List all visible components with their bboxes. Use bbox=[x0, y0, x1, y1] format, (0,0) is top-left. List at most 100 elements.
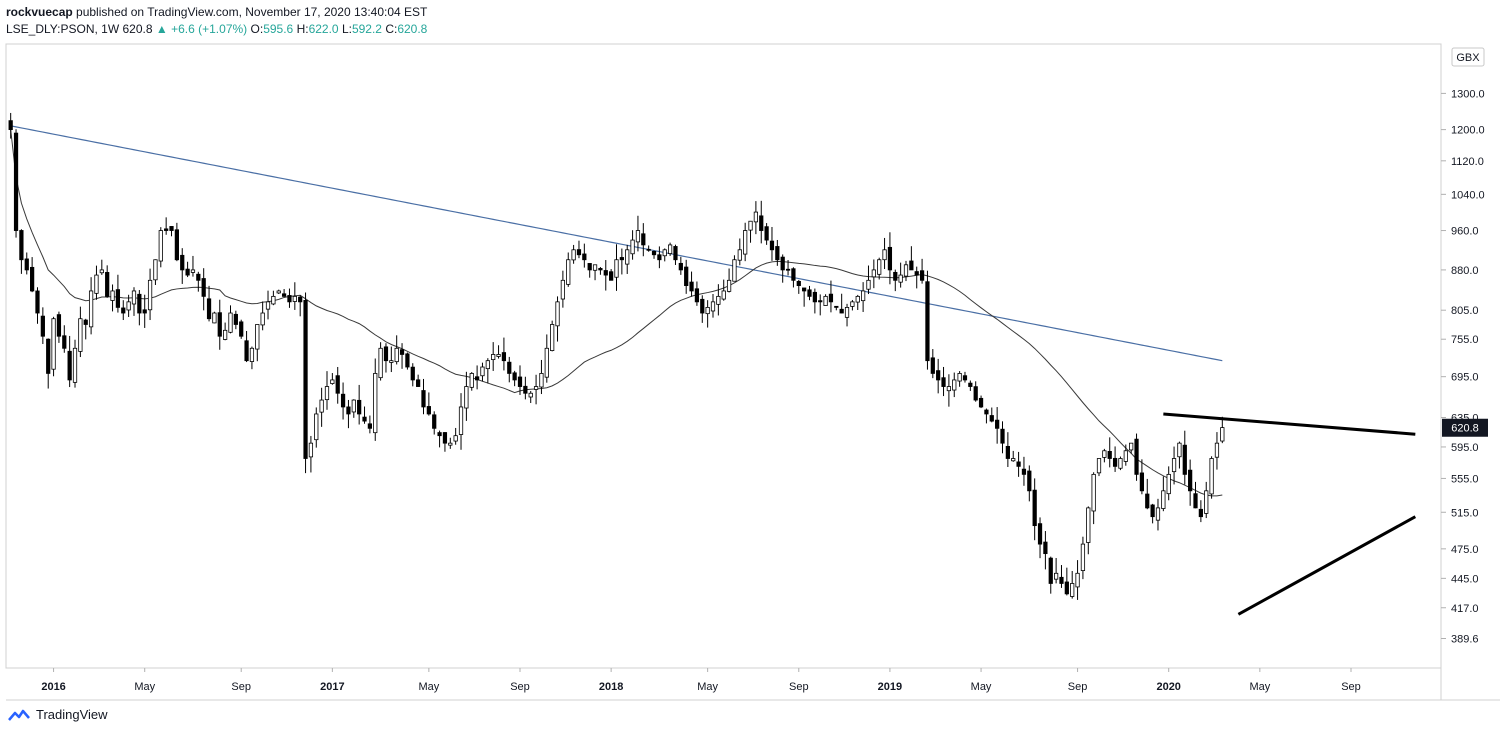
candle-body-down bbox=[785, 268, 791, 271]
candle bbox=[689, 271, 694, 297]
candle-body-down bbox=[442, 432, 448, 444]
candle bbox=[303, 292, 308, 474]
candle bbox=[121, 300, 126, 321]
candle bbox=[1166, 466, 1171, 501]
candle-body-up bbox=[1209, 458, 1214, 495]
candle bbox=[99, 259, 104, 275]
candle bbox=[126, 294, 131, 317]
candle-body-up bbox=[732, 259, 737, 282]
candle bbox=[142, 294, 147, 328]
y-tick-label: 475.0 bbox=[1451, 544, 1479, 556]
candle-body-down bbox=[1193, 493, 1198, 509]
candle bbox=[1118, 456, 1123, 471]
candle bbox=[1043, 531, 1048, 570]
candle-body-up bbox=[110, 290, 115, 301]
candle-body-down bbox=[978, 397, 984, 408]
tradingview-brand: TradingView bbox=[36, 707, 108, 722]
candle-body-up bbox=[1096, 458, 1102, 474]
candle-body-down bbox=[437, 432, 442, 437]
candle bbox=[115, 274, 121, 313]
candle-body-down bbox=[383, 346, 389, 362]
candle-body-up bbox=[260, 312, 265, 326]
candle bbox=[1209, 456, 1214, 499]
candle-body-up bbox=[308, 442, 314, 458]
candle-body-down bbox=[641, 233, 646, 246]
trendlines-group bbox=[1163, 412, 1417, 616]
candle bbox=[635, 215, 641, 252]
candle bbox=[1005, 432, 1010, 467]
candle bbox=[1096, 458, 1102, 477]
candle-body-down bbox=[410, 366, 415, 381]
candle bbox=[936, 358, 941, 394]
candle-body-up bbox=[223, 329, 228, 340]
last-price: 620.8 bbox=[122, 22, 153, 36]
candle-body-up bbox=[485, 360, 490, 370]
x-tick-label: 2020 bbox=[1156, 681, 1180, 693]
candle bbox=[292, 282, 297, 310]
candle bbox=[984, 408, 989, 424]
candle-body-down bbox=[796, 280, 801, 286]
candle-body-up bbox=[276, 290, 281, 294]
candle-body-down bbox=[362, 416, 367, 422]
candle-body-down bbox=[67, 350, 72, 381]
candle-body-down bbox=[19, 230, 24, 261]
candle-body-up bbox=[555, 301, 560, 327]
candle bbox=[281, 289, 287, 297]
candle-body-up bbox=[373, 373, 378, 434]
candle bbox=[1064, 567, 1069, 596]
candle-body-up bbox=[855, 295, 860, 303]
candle-body-up bbox=[1155, 507, 1161, 521]
candle bbox=[1011, 450, 1016, 462]
tradingview-footer[interactable]: TradingView bbox=[8, 707, 108, 722]
candle-body-up bbox=[560, 279, 566, 300]
candle-body-down bbox=[893, 271, 898, 281]
candle-body-up bbox=[330, 379, 335, 384]
candle bbox=[35, 287, 40, 324]
candle-body-up bbox=[726, 279, 732, 292]
candle-body-down bbox=[281, 293, 287, 297]
candle-body-up bbox=[1166, 473, 1171, 495]
candle bbox=[673, 244, 678, 265]
currency-badge[interactable]: GBX bbox=[1451, 47, 1485, 67]
candle-body-up bbox=[1070, 583, 1075, 597]
candle bbox=[19, 229, 24, 274]
candle-body-down bbox=[684, 266, 689, 286]
candle bbox=[850, 299, 855, 311]
candle-body-down bbox=[576, 249, 582, 256]
candle-body-down bbox=[346, 406, 351, 415]
candle bbox=[314, 407, 319, 448]
candle bbox=[909, 246, 914, 271]
candle-body-down bbox=[432, 414, 437, 429]
change-up-icon: ▲ bbox=[155, 22, 168, 36]
publisher-name[interactable]: rockvuecap bbox=[6, 5, 73, 19]
candle-body-down bbox=[501, 352, 507, 362]
candle bbox=[308, 435, 314, 473]
candle bbox=[887, 232, 893, 285]
candle bbox=[362, 406, 367, 424]
currency-badge-box bbox=[1451, 47, 1485, 67]
candle bbox=[512, 370, 517, 387]
candle bbox=[480, 362, 485, 382]
y-tick-label: 389.6 bbox=[1451, 633, 1479, 645]
candle bbox=[421, 378, 426, 415]
candle-body-down bbox=[1021, 468, 1027, 475]
candle bbox=[324, 371, 330, 410]
candle bbox=[1155, 498, 1161, 531]
candle bbox=[828, 280, 834, 313]
candle bbox=[802, 287, 807, 307]
candle bbox=[743, 222, 748, 262]
candle-body-down bbox=[1134, 438, 1139, 475]
y-tick-label: 1120.0 bbox=[1451, 156, 1484, 168]
candle-body-up bbox=[1102, 450, 1107, 458]
ma-short-line bbox=[10, 129, 1223, 497]
candle-body-down bbox=[1182, 444, 1187, 475]
candle-body-up bbox=[614, 259, 619, 278]
candle bbox=[83, 318, 88, 340]
candle-body-up bbox=[903, 264, 909, 277]
candle-body-up bbox=[871, 269, 876, 278]
candle-body-down bbox=[244, 340, 249, 362]
candle bbox=[855, 294, 860, 310]
candle-body-down bbox=[405, 353, 410, 368]
